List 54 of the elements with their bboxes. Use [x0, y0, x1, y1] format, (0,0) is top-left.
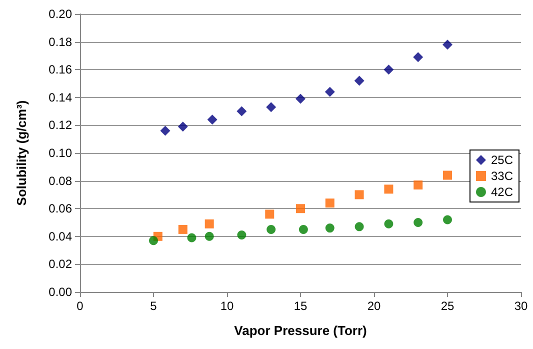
y-tick-label: 0.12	[48, 118, 72, 132]
point	[204, 219, 214, 228]
point	[442, 40, 452, 50]
point	[443, 170, 452, 180]
y-tick-label: 0.06	[48, 202, 72, 216]
y-tick-label: 0.08	[48, 174, 72, 188]
point	[325, 224, 334, 233]
point	[354, 222, 364, 232]
x-tick-label: 0	[76, 299, 84, 313]
point	[384, 219, 394, 228]
x-tick-label: 25	[440, 299, 454, 313]
point	[354, 190, 364, 200]
legend-label: 33C	[490, 169, 514, 183]
y-tick-label: 0.02	[48, 257, 72, 272]
point	[149, 236, 158, 246]
y-tick-label: 0.20	[48, 7, 72, 21]
point	[265, 210, 274, 219]
point	[266, 102, 276, 112]
x-tick-label: 10	[220, 299, 234, 313]
point	[298, 224, 308, 234]
y-tick-label: 0.10	[48, 146, 72, 160]
legend-label: 42C	[490, 185, 514, 199]
y-tick-label: 0.16	[48, 62, 72, 77]
point	[237, 230, 246, 240]
point	[384, 184, 394, 194]
legend-label: 25C	[490, 153, 514, 167]
point	[354, 76, 364, 86]
point	[160, 126, 170, 136]
point	[178, 122, 188, 132]
y-axis-title: Solubility (g/cm³)	[14, 100, 29, 206]
x-tick-label: 5	[150, 299, 158, 313]
point	[296, 94, 306, 104]
point	[324, 86, 335, 97]
x-tick-label: 30	[514, 299, 528, 313]
point	[236, 106, 247, 116]
y-tick-label: 0.00	[48, 285, 72, 299]
point	[207, 114, 218, 125]
point	[414, 180, 423, 190]
y-tick-label: 0.18	[48, 34, 72, 49]
point	[414, 218, 423, 227]
point	[296, 204, 305, 214]
point	[384, 64, 394, 75]
point	[266, 224, 276, 234]
x-tick-label: 20	[367, 299, 381, 313]
point	[187, 233, 196, 242]
point	[204, 232, 214, 241]
point	[325, 198, 334, 208]
point	[413, 52, 424, 62]
point	[178, 224, 188, 234]
x-tick-label: 15	[294, 299, 308, 313]
x-axis-title: Vapor Pressure (Torr)	[234, 323, 367, 338]
y-tick-label: 0.04	[48, 229, 72, 244]
point	[443, 215, 452, 224]
y-tick-label: 0.14	[48, 90, 72, 104]
